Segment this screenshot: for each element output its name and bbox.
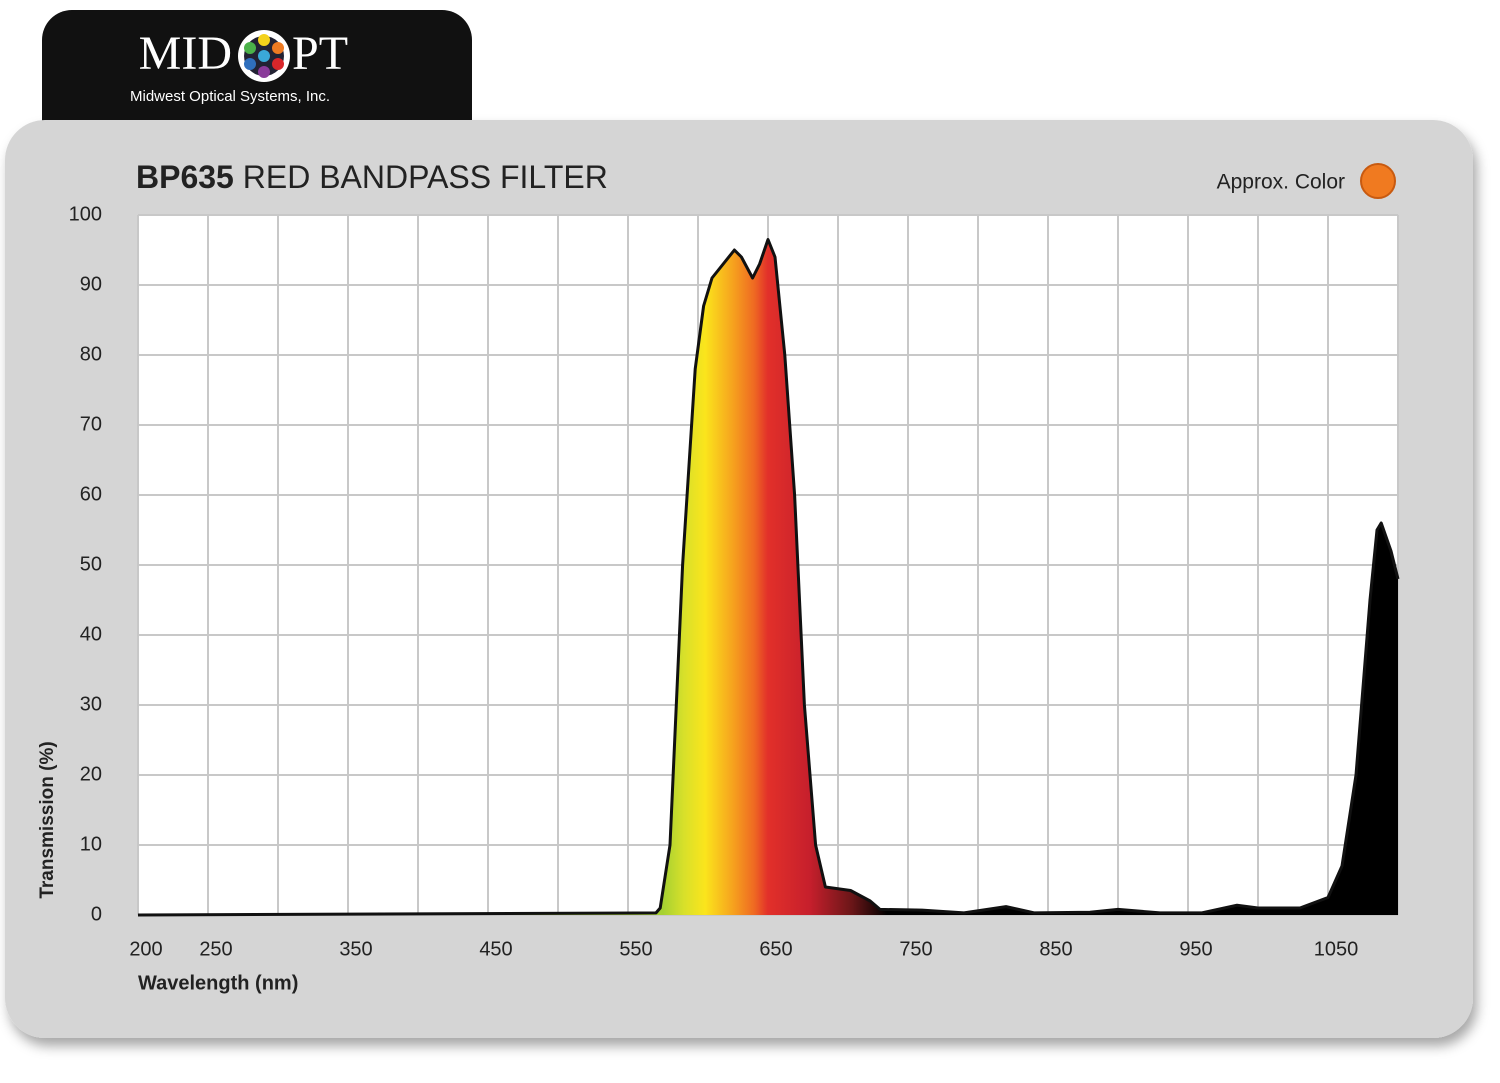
x-axis-label: Wavelength (nm)	[138, 972, 298, 994]
y-axis-label: Transmission (%)	[37, 741, 58, 898]
y-tick-label: 30	[80, 693, 102, 715]
y-tick-label: 10	[80, 833, 102, 855]
y-tick-label: 90	[80, 273, 102, 295]
x-tick-label: 550	[619, 938, 652, 960]
x-tick-label: 950	[1179, 938, 1212, 960]
approx-color-swatch	[1360, 163, 1396, 199]
x-tick-label: 200	[129, 938, 162, 960]
y-tick-label: 60	[80, 483, 102, 505]
y-tick-label: 70	[80, 413, 102, 435]
x-tick-label: 350	[339, 938, 372, 960]
area-fill	[138, 239, 1398, 915]
x-tick-label: 1050	[1314, 938, 1359, 960]
x-tick-label: 450	[479, 938, 512, 960]
x-tick-label: 850	[1039, 938, 1072, 960]
logo-subtitle: Midwest Optical Systems, Inc.	[130, 88, 330, 105]
y-tick-label: 50	[80, 553, 102, 575]
y-tick-label: 20	[80, 763, 102, 785]
chart-title: BP635 RED BANDPASS FILTER	[136, 159, 608, 195]
logo-text: MID	[139, 27, 232, 80]
y-tick-label: 80	[80, 343, 102, 365]
title-text: RED BANDPASS FILTER	[243, 159, 608, 195]
x-tick-label: 750	[899, 938, 932, 960]
y-tick-label: 0	[91, 903, 102, 925]
logo-text: PT	[292, 27, 348, 80]
x-tick-label: 250	[199, 938, 232, 960]
y-tick-label: 40	[80, 623, 102, 645]
logo-icon	[238, 30, 290, 82]
x-tick-label: 650	[759, 938, 792, 960]
area-line	[137, 238, 1400, 917]
color-label: Approx. Color	[1217, 171, 1345, 194]
y-tick-label: 100	[69, 203, 102, 225]
title-code: BP635	[136, 159, 234, 195]
